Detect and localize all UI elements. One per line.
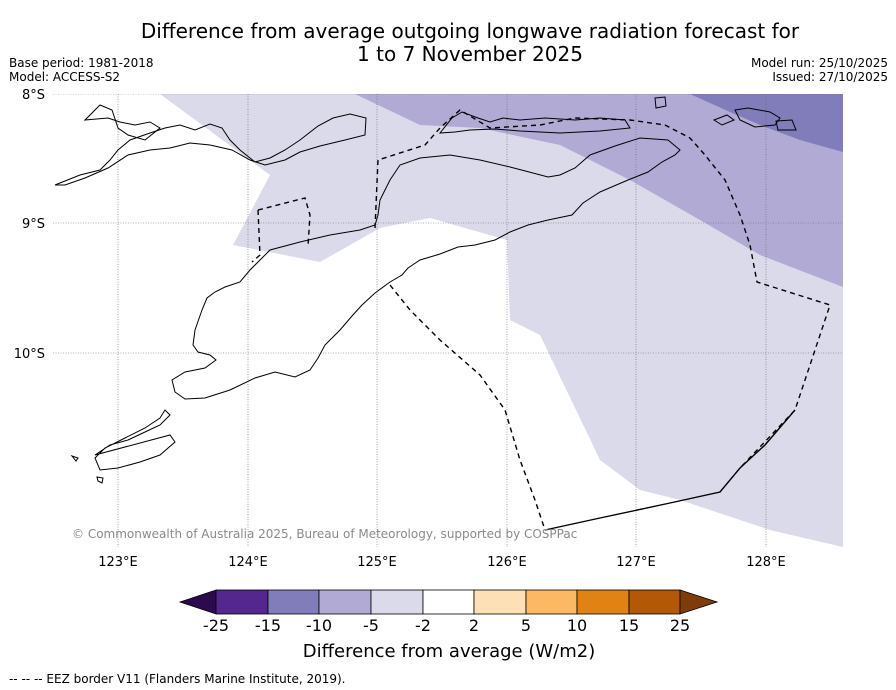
- colorbar-label-plus10: 10: [566, 616, 588, 635]
- colorbar-segment-minus25: [215, 589, 269, 615]
- colorbar-label-minus5: -5: [363, 616, 379, 635]
- colorbar-label-minus2: -2: [415, 616, 431, 635]
- colorbar-label-minus25: -25: [202, 616, 230, 635]
- meta-left: Base period: 1981-2018 Model: ACCESS-S2: [9, 56, 154, 84]
- eez-border-south: [389, 284, 546, 531]
- axis-ticks: 8°S 9°S 10°S 123°E 124°E 125°E 126°E 127…: [14, 88, 786, 570]
- colorbar-label-plus5: 5: [520, 616, 532, 635]
- eez-border-north: [374, 109, 831, 469]
- colorbar-label-plus15: 15: [618, 616, 640, 635]
- small-island-1: [654, 96, 667, 109]
- flores-islands: [54, 113, 367, 186]
- colorbar-segment-neutral: [422, 589, 475, 615]
- eez-border: [251, 109, 831, 531]
- colorbar-label-plus2: 2: [468, 616, 480, 635]
- lon-tick-124e: 124°E: [228, 555, 268, 570]
- wetar-east: [734, 107, 781, 128]
- lon-tick-125e: 125°E: [357, 555, 397, 570]
- lon-tick-123e: 123°E: [98, 555, 138, 570]
- map-area: [53, 94, 843, 547]
- small-island-4: [70, 454, 79, 462]
- colorbar-label-minus15: -15: [254, 616, 282, 635]
- sumba-island: [94, 409, 176, 471]
- model-name: Model: ACCESS-S2: [9, 70, 121, 84]
- colorbar-extend-low: [178, 589, 217, 615]
- copyright-notice: © Commonwealth of Australia 2025, Bureau…: [72, 527, 577, 541]
- lat-tick-10s: 10°S: [14, 347, 45, 362]
- small-island-3: [712, 114, 736, 126]
- colorbar-extend-high: [679, 589, 719, 615]
- eez-border-solid: [544, 409, 796, 531]
- anomaly-region-minus5-to-minus2: [160, 94, 843, 547]
- graticule: [53, 94, 843, 547]
- lat-tick-8s: 8°S: [22, 88, 45, 103]
- title-line-2: 1 to 7 November 2025: [357, 42, 583, 66]
- timor-island: [171, 137, 681, 400]
- model-run: Model run: 25/10/2025: [750, 56, 888, 70]
- lon-tick-127e: 127°E: [616, 555, 656, 570]
- colorbar-segment-plus2: [473, 589, 527, 615]
- issued-date: Issued: 27/10/2025: [772, 70, 888, 84]
- anomaly-region-minus10-to-minus5: [355, 94, 843, 287]
- small-island-5: [96, 476, 104, 484]
- colorbar-segment-minus15: [267, 589, 320, 615]
- base-period: Base period: 1981-2018: [9, 56, 154, 70]
- coastline: [54, 96, 797, 484]
- colorbar-segment-plus5: [525, 589, 578, 615]
- colorbar-label-minus10: -10: [305, 616, 333, 635]
- small-island-2: [775, 119, 797, 131]
- lat-tick-9s: 9°S: [22, 217, 45, 232]
- colorbar-segment-plus15: [628, 589, 681, 615]
- lon-tick-126e: 126°E: [487, 555, 527, 570]
- colorbar: [178, 589, 719, 615]
- alor-wetar-islands: [438, 111, 631, 134]
- lon-tick-128e: 128°E: [746, 555, 786, 570]
- colorbar-title: Difference from average (W/m2): [302, 641, 596, 662]
- colorbar-segment-minus5: [370, 589, 424, 615]
- title-line-1: Difference from average outgoing longwav…: [140, 19, 800, 43]
- chart-title: Difference from average outgoing longwav…: [100, 20, 840, 66]
- anomaly-region-minus15-to-minus10: [690, 94, 843, 152]
- north-islands: [83, 104, 161, 141]
- colorbar-segment-plus10: [576, 589, 630, 615]
- footer-legend: -- -- -- EEZ border V11 (Flanders Marine…: [9, 672, 346, 686]
- colorbar-segment-minus10: [318, 589, 372, 615]
- meta-right: Model run: 25/10/2025 Issued: 27/10/2025: [751, 56, 888, 84]
- colorbar-label-plus25: 25: [669, 616, 691, 635]
- eez-border-timor: [251, 197, 311, 263]
